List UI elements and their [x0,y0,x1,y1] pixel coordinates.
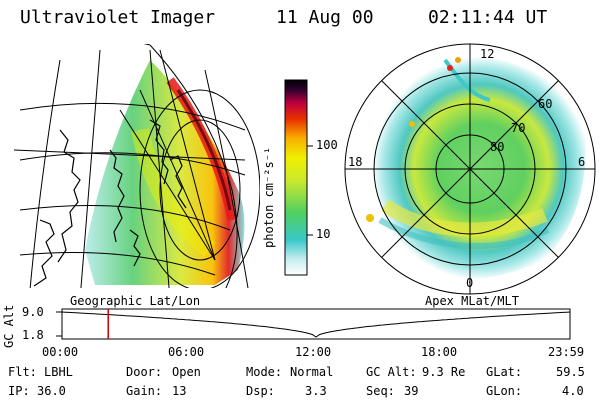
geographic-caption: Geographic Lat/Lon [70,294,201,308]
mlt-0-label: 0 [466,276,474,290]
glat-label: GLat: [486,365,523,379]
timeline-ylabel: GC Alt [2,304,16,348]
timeline-ytick-top: 9.0 [22,305,44,319]
flt-label: Flt: [8,365,37,379]
seq-value: 39 [404,384,419,398]
time-tick-1200: 12:00 [295,345,332,359]
geographic-panel [14,44,260,288]
apex-caption: Apex MLat/MLT [425,294,519,308]
mlat-80-label: 80 [490,140,505,154]
time-label: 02:11:44 UT [428,7,548,28]
ip-value: 36.0 [37,384,66,398]
ip-label: IP: [8,384,30,398]
polar-panel [344,43,596,295]
colorbar [284,79,308,276]
door-label: Door: [126,365,163,379]
mlt-12-label: 12 [480,47,495,61]
time-tick-2359: 23:59 [548,345,585,359]
colorbar-tick-10: 10 [316,227,331,241]
time-tick-0000: 00:00 [42,345,79,359]
seq-label: Seq: [366,384,395,398]
door-value: Open [172,365,201,379]
date-label: 11 Aug 00 [276,7,374,28]
mode-value: Normal [290,365,334,379]
mlt-6-label: 6 [578,155,586,169]
flt-value: LBHL [44,365,73,379]
mlat-70-label: 70 [511,121,526,135]
time-tick-0600: 06:00 [168,345,205,359]
gcalt-label: GC Alt: [366,365,417,379]
dsp-value: 3.3 [305,384,327,398]
colorbar-tick-100: 100 [316,138,338,152]
mlt-18-label: 18 [348,155,363,169]
instrument-title: Ultraviolet Imager [20,7,216,28]
gain-label: Gain: [126,384,163,398]
gcalt-value: 9.3 Re [422,365,466,379]
dsp-label: Dsp: [246,384,275,398]
gain-value: 13 [172,384,187,398]
altitude-timeline [56,308,571,340]
mlat-60-label: 60 [538,97,553,111]
glon-value: 4.0 [562,384,584,398]
mode-label: Mode: [246,365,283,379]
timeline-ytick-bottom: 1.8 [22,328,44,342]
glon-label: GLon: [486,384,523,398]
glat-value: 59.5 [556,365,585,379]
colorbar-unit: photon cm⁻²s⁻¹ [262,146,276,248]
time-tick-1800: 18:00 [421,345,458,359]
